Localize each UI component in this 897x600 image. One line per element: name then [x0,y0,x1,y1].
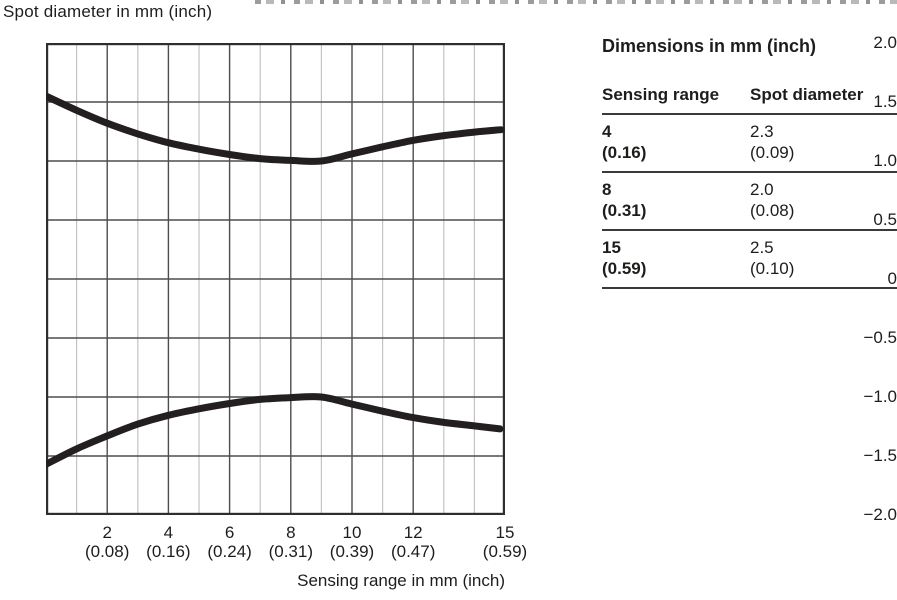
spot-diameter-cell: 2.0 (0.08) [750,180,795,220]
x-tick-mm: 4 [163,523,174,542]
table-bottom-rule [602,287,897,289]
chart-title: Spot diameter in mm (inch) [3,2,213,21]
sensing-range-cell: 8 (0.31) [602,180,647,220]
x-tick-mm: 15 [495,523,515,542]
x-tick-inch: (0.31) [268,542,313,561]
x-tick-inch: (0.24) [207,542,252,561]
dimensions-table-title: Dimensions in mm (inch) [602,36,817,56]
lower-curve [46,393,504,468]
x-tick-mm: 2 [102,523,112,542]
spot-diameter-cell: 2.3 (0.09) [750,122,795,162]
x-axis-title: Sensing range in mm (inch) [297,571,505,590]
x-tick-label: 12 (0.47) [368,523,458,561]
x-tick-inch: (0.39) [329,542,375,561]
y-tick-label: −0.5 [863,328,897,347]
x-tick-mm: 8 [286,523,296,542]
x-tick-mm: 6 [224,523,235,542]
y-tick-label: 1.5 [873,92,897,111]
sensing-range-cell: 4 (0.16) [602,122,647,162]
y-tick-label: 1.0 [873,151,897,170]
y-tick-label: 0.5 [873,210,897,229]
table-row: 4 (0.16) 2.3 (0.09) [602,113,897,171]
x-tick-inch: (0.47) [390,542,436,561]
x-tick-inch: (0.16) [146,542,191,561]
x-tick-label: 10 (0.39) [307,523,397,561]
plot-frame [46,43,505,515]
x-tick-label: 4 (0.16) [123,523,213,561]
x-tick-inch: (0.59) [482,542,528,561]
spot-diameter-cell: 2.5 (0.10) [750,238,795,278]
y-tick-label: −1.5 [863,446,897,465]
y-tick-label: 2.0 [873,33,897,52]
upper-curve [46,92,505,165]
x-tick-mm: 12 [403,523,423,542]
table-row: 15 (0.59) 2.5 (0.10) [602,229,897,287]
x-tick-inch: (0.08) [84,542,130,561]
x-tick-label: 8 (0.31) [246,523,336,561]
cropped-text-artifact [255,0,897,4]
y-tick-label: −2.0 [863,505,897,524]
column-header-sensing-range: Sensing range [602,85,720,104]
y-tick-label: −1.0 [863,387,897,406]
column-header-spot-diameter: Spot diameter [750,85,864,104]
x-tick-label: 15 (0.59) [460,523,550,561]
sensing-range-cell: 15 (0.59) [602,238,647,278]
dimensions-table: Dimensions in mm (inch) Sensing range Sp… [602,36,897,289]
x-tick-label: 2 (0.08) [62,523,152,561]
x-tick-label: 6 (0.24) [185,523,275,561]
table-row: 8 (0.31) 2.0 (0.08) [602,171,897,229]
dimensions-table-header: Sensing range Spot diameter [602,84,897,113]
y-tick-label: 0 [887,269,897,288]
plot-area [46,43,505,515]
x-tick-mm: 10 [342,523,362,542]
